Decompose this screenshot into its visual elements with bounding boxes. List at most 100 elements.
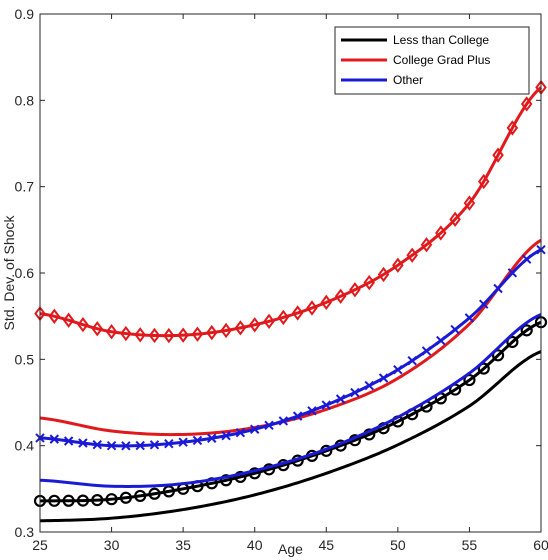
- x-marker: [393, 364, 403, 375]
- x-axis-label: Age: [278, 541, 303, 557]
- circle-marker: [119, 491, 132, 504]
- x-marker: [250, 424, 260, 434]
- circle-marker: [520, 324, 533, 337]
- x-marker: [507, 268, 518, 278]
- x-marker: [192, 435, 203, 446]
- series-line: [39, 350, 542, 523]
- x-marker: [521, 254, 532, 264]
- x-marker: [221, 430, 231, 441]
- x-marker: [135, 440, 145, 451]
- legend: Less than College College Grad Plus Other: [334, 26, 530, 95]
- diamond-marker: [277, 309, 290, 326]
- x-marker: [121, 441, 131, 451]
- x-marker: [307, 406, 317, 416]
- circle-marker: [477, 362, 490, 375]
- y-tick-label: 0.7: [15, 179, 35, 195]
- y-tick-label: 0.4: [15, 438, 35, 454]
- diamond-marker: [492, 147, 504, 163]
- series-less-than-college-line: [39, 350, 542, 523]
- series-other-line: [39, 313, 542, 488]
- x-marker: [292, 411, 303, 421]
- diamond-marker: [191, 326, 204, 342]
- series-college-grad-plus-marked: [34, 79, 547, 344]
- y-tick-label: 0.3: [15, 524, 35, 540]
- x-marker: [479, 299, 489, 309]
- circle-marker: [91, 494, 104, 507]
- diamond-marker: [77, 316, 89, 333]
- x-marker: [149, 440, 160, 450]
- x-marker: [278, 416, 289, 426]
- diamond-marker: [234, 320, 247, 336]
- diamond-marker: [406, 247, 418, 263]
- diamond-marker: [477, 173, 490, 190]
- x-marker: [164, 438, 174, 449]
- diamond-marker: [206, 324, 218, 341]
- x-marker: [421, 346, 432, 356]
- diamond-marker: [263, 313, 275, 329]
- x-tick-label: 30: [104, 537, 120, 553]
- diamond-marker: [105, 324, 118, 340]
- circle-marker: [219, 474, 233, 487]
- x-marker: [335, 394, 346, 404]
- diamond-marker: [363, 274, 375, 291]
- series-line: [39, 248, 542, 448]
- series-line: [39, 238, 542, 437]
- y-tick-label: 0.9: [15, 6, 35, 22]
- x-marker: [92, 439, 102, 450]
- diamond-marker: [420, 237, 433, 253]
- diamond-marker: [520, 96, 533, 112]
- circle-marker: [48, 494, 61, 507]
- y-tick-label: 0.8: [15, 92, 35, 108]
- diamond-marker: [248, 317, 261, 333]
- x-marker: [464, 313, 475, 323]
- x-marker: [235, 428, 246, 438]
- circle-marker: [234, 470, 247, 484]
- circle-marker: [76, 494, 90, 507]
- x-marker: [364, 380, 374, 391]
- plot-area: [33, 79, 548, 523]
- legend-item: Less than College: [341, 33, 489, 47]
- series-line: [39, 86, 543, 338]
- legend-item: Other: [341, 73, 423, 87]
- series-line: [39, 320, 542, 503]
- diamond-marker: [163, 327, 175, 344]
- y-axis-label: Std. Dev. of Shock: [1, 215, 17, 331]
- x-marker: [207, 433, 217, 443]
- diamond-marker: [177, 327, 189, 343]
- series-college-grad-plus-line: [39, 238, 542, 437]
- x-marker: [493, 283, 503, 294]
- series-other-marked: [35, 244, 546, 451]
- legend-item: College Grad Plus: [341, 53, 490, 67]
- diamond-marker: [435, 225, 447, 241]
- x-tick-label: 60: [533, 537, 548, 553]
- diamond-marker: [220, 322, 232, 339]
- x-marker: [178, 437, 188, 447]
- x-marker: [264, 420, 274, 431]
- diamond-marker: [377, 266, 390, 283]
- x-tick-label: 45: [318, 537, 334, 553]
- x-marker: [407, 355, 417, 366]
- series-line: [39, 313, 542, 488]
- x-tick-label: 35: [175, 537, 191, 553]
- x-tick-label: 55: [462, 537, 478, 553]
- circle-marker: [148, 487, 161, 500]
- x-marker: [63, 436, 74, 446]
- diamond-marker: [134, 327, 146, 343]
- axis-ticks: 25 30 35 40 45 50 55 60 0.3 0.4 0.5 0.6 0.7 0.8 0.9: [15, 6, 548, 553]
- diamond-marker: [120, 325, 132, 342]
- x-marker: [78, 438, 88, 448]
- circle-marker: [105, 493, 118, 506]
- diamond-marker: [334, 288, 347, 304]
- diamond-marker: [463, 195, 476, 211]
- circle-marker: [62, 494, 75, 507]
- x-marker: [106, 440, 117, 451]
- legend-label: Less than College: [393, 33, 489, 47]
- diamond-marker: [62, 312, 75, 328]
- x-tick-label: 25: [32, 537, 48, 553]
- diamond-marker: [291, 305, 304, 321]
- legend-label: College Grad Plus: [393, 53, 490, 67]
- circle-marker: [491, 349, 505, 362]
- legend-label: Other: [393, 73, 423, 87]
- diamond-marker: [48, 308, 61, 324]
- y-tick-label: 0.5: [15, 351, 35, 367]
